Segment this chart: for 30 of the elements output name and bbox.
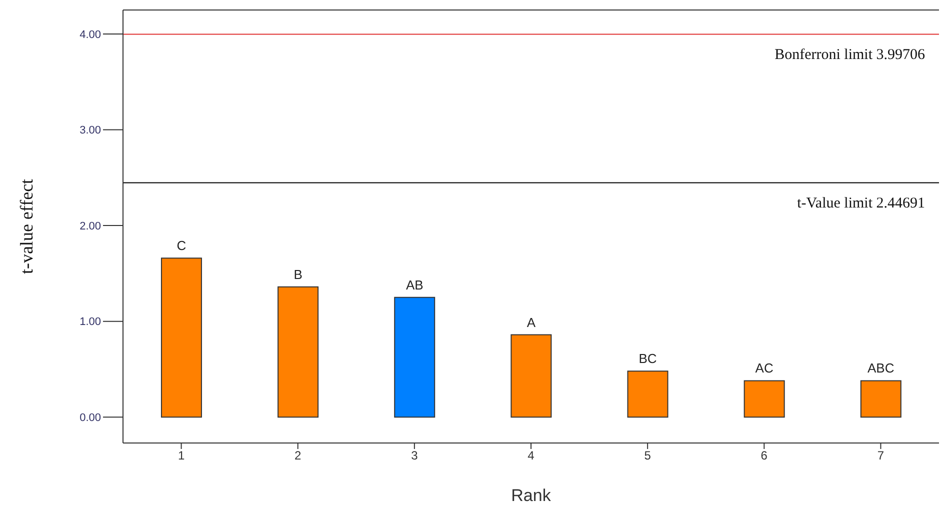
data-label: ABC: [868, 360, 894, 376]
ref-line-label: Bonferroni limit 3.99706: [774, 46, 926, 63]
data-label: A: [526, 314, 536, 330]
ref-line-label: t-Value limit 2.44691: [797, 195, 925, 212]
bar: [394, 296, 436, 418]
data-label: AC: [755, 360, 774, 376]
x-tick-label: 5: [644, 448, 652, 463]
y-tick-label: 0.00: [80, 412, 101, 424]
bar: [744, 380, 785, 418]
x-tick-label: 3: [411, 448, 418, 463]
x-tick-label: 1: [178, 448, 185, 463]
x-tick-label: 6: [760, 448, 768, 463]
bar: [160, 258, 202, 418]
y-tick-label: 2.00: [80, 220, 101, 232]
data-label: B: [294, 266, 302, 282]
y-tick-label: 3.00: [80, 124, 101, 137]
x-tick-label: 2: [294, 448, 302, 463]
data-label: C: [176, 238, 186, 254]
y-tick-label: 1.00: [80, 316, 101, 328]
bar: [278, 286, 319, 418]
x-tick-label: 4: [528, 448, 535, 463]
x-axis-title: Rank: [511, 486, 552, 505]
bar: [860, 380, 902, 418]
y-tick-label: 4.00: [80, 28, 101, 41]
y-axis-title: t-value effect: [16, 178, 36, 274]
bar: [510, 334, 552, 418]
data-label: BC: [638, 351, 657, 366]
x-tick-label: 7: [877, 448, 884, 463]
data-label: AB: [406, 277, 424, 292]
bar: [627, 370, 668, 418]
